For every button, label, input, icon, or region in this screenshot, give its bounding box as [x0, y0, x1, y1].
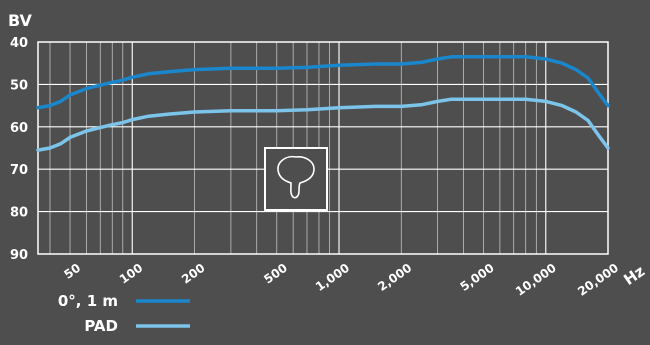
x-tick-label: 50 [61, 261, 83, 282]
y-tick-label: 60 [10, 121, 28, 136]
x-tick-label: 1,000 [313, 261, 352, 294]
y-axis-label: BV [8, 11, 33, 30]
x-tick-labels: 50 100 200 500 1,000 2,000 5,000 10,000 20,000 [61, 261, 621, 299]
y-tick-label: 90 [10, 248, 28, 263]
x-tick-label: 20,000 [575, 261, 621, 299]
y-tick-label: 80 [10, 206, 28, 221]
x-tick-label: 2,000 [375, 261, 414, 294]
x-tick-label: 5,000 [458, 261, 497, 294]
x-axis-label: Hz [620, 262, 648, 289]
legend-label-pad: PAD [84, 317, 118, 335]
y-tick-label: 70 [10, 163, 28, 178]
x-tick-label: 500 [261, 261, 290, 287]
series-group [36, 55, 610, 152]
x-tick-label: 200 [179, 261, 208, 287]
x-tick-label: 10,000 [513, 261, 559, 299]
x-tick-label: 100 [117, 261, 146, 287]
y-tick-label: 50 [10, 78, 28, 93]
legend: 0°, 1 m PAD [58, 292, 190, 335]
series-line-front [36, 55, 610, 110]
legend-label-front: 0°, 1 m [58, 292, 118, 310]
series-line-pad [36, 97, 610, 152]
y-tick-label: 40 [10, 36, 28, 51]
cardioid-polar-pattern-icon [264, 147, 328, 211]
y-tick-labels: 40 50 60 70 80 90 [10, 36, 28, 263]
